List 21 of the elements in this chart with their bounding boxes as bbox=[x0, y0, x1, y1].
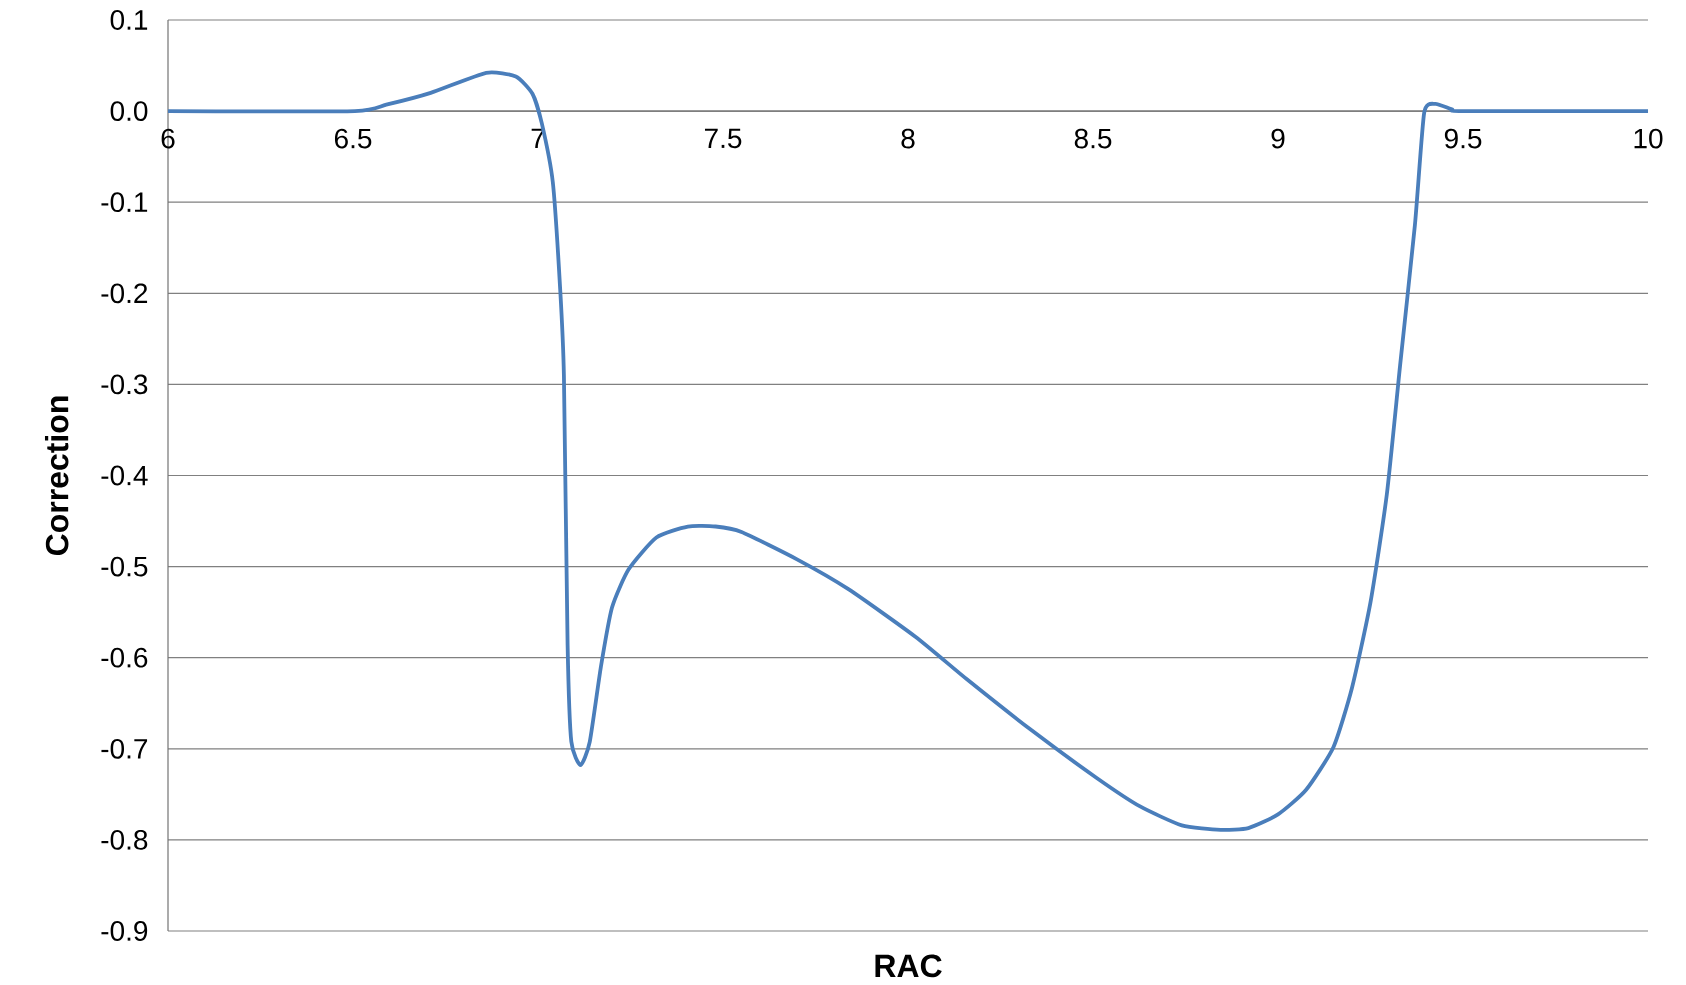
y-tick-label: -0.1 bbox=[101, 192, 148, 213]
y-axis-title: Correction bbox=[44, 396, 69, 556]
y-tick-label: -0.2 bbox=[101, 283, 148, 304]
y-tick-label: -0.3 bbox=[101, 374, 148, 395]
y-tick-label: -0.5 bbox=[101, 556, 148, 577]
x-tick-label: 9.5 bbox=[1444, 128, 1482, 149]
x-tick-label: 6.5 bbox=[334, 128, 372, 149]
x-tick-label: 6 bbox=[161, 128, 175, 149]
y-tick-label: -0.8 bbox=[101, 830, 148, 850]
y-tick-label: -0.6 bbox=[101, 647, 148, 668]
y-tick-label: -0.7 bbox=[101, 738, 148, 759]
x-tick-label: 9 bbox=[1271, 128, 1285, 149]
y-tick-label: 0.1 bbox=[110, 10, 148, 30]
x-tick-label: 10 bbox=[1634, 128, 1663, 149]
x-tick-label: 8 bbox=[901, 128, 915, 149]
y-tick-label: -0.4 bbox=[101, 465, 148, 486]
x-tick-label: 7.5 bbox=[704, 128, 742, 149]
y-tick-label: -0.9 bbox=[101, 921, 148, 941]
y-tick-label: 0.0 bbox=[110, 101, 148, 121]
x-tick-label: 8.5 bbox=[1074, 128, 1112, 149]
x-axis-title: RAC bbox=[875, 954, 942, 978]
